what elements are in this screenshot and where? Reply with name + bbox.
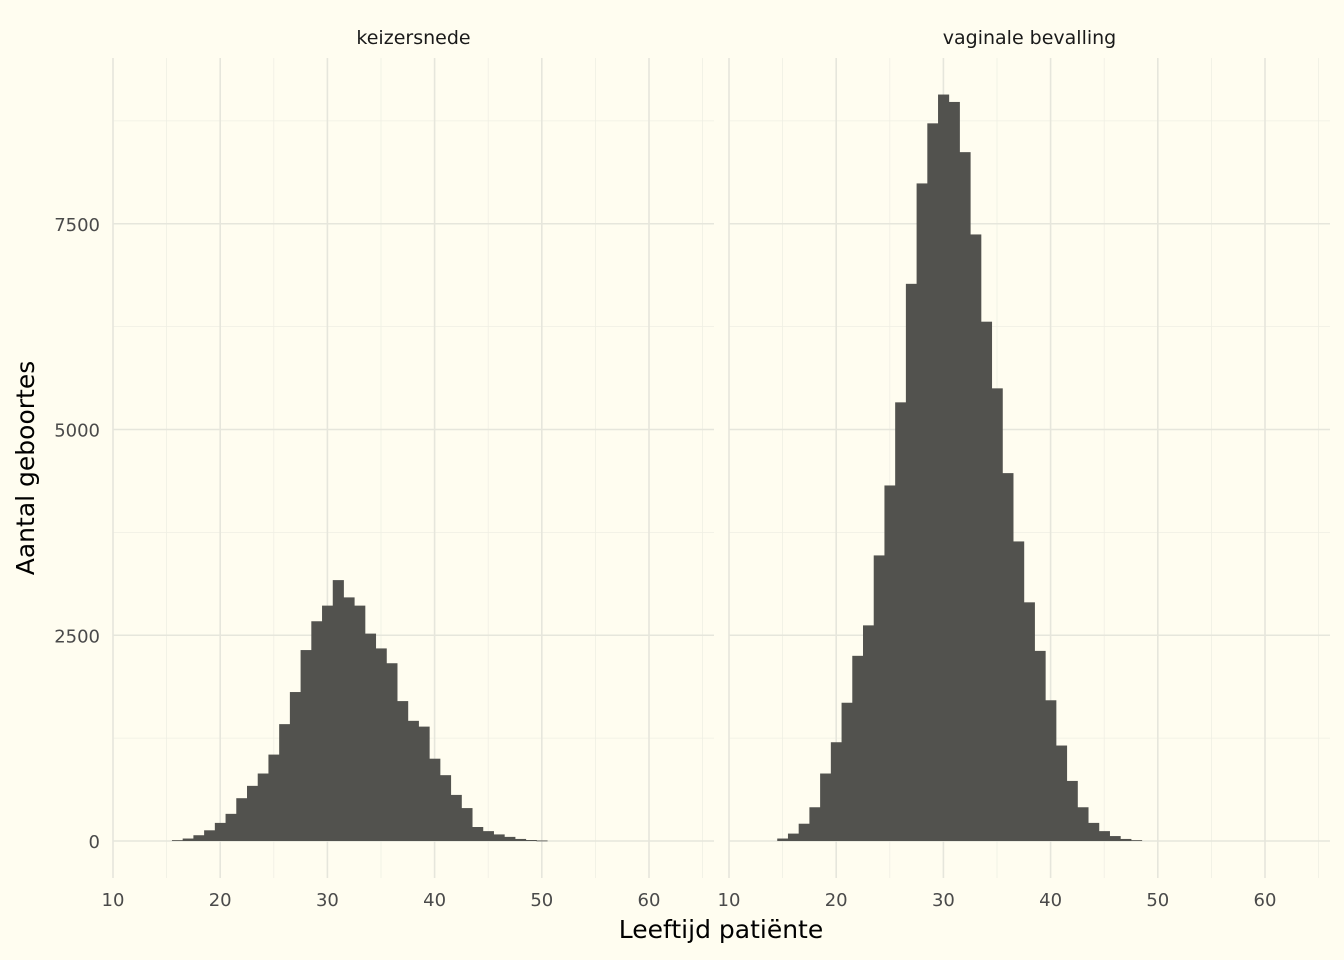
histogram-bar: [515, 838, 527, 841]
x-tick-label: 50: [530, 890, 553, 911]
histogram-bar: [332, 580, 344, 841]
histogram-bar: [225, 813, 237, 841]
histogram-bar: [798, 823, 810, 841]
histogram-bar: [980, 321, 993, 841]
y-axis-title: Aantal geboortes: [11, 361, 40, 575]
histogram-bar: [970, 234, 982, 842]
histogram-bar: [343, 597, 355, 841]
histogram-bar: [461, 808, 473, 841]
x-axis-title: Leeftijd patiënte: [619, 915, 823, 944]
histogram-bar: [1013, 541, 1025, 841]
y-tick-label: 2500: [54, 626, 100, 647]
y-tick-label: 0: [89, 832, 100, 853]
histogram-bar: [375, 648, 387, 841]
histogram-bar: [873, 555, 885, 841]
histogram-bar: [193, 835, 205, 841]
x-tick-label: 20: [825, 890, 848, 911]
histogram-bar: [386, 663, 398, 841]
histogram-bar: [1045, 700, 1057, 841]
histogram-bar: [289, 692, 301, 841]
histogram-bar: [525, 840, 537, 841]
facet-label: vaginale bevalling: [943, 27, 1117, 49]
x-tick-label: 40: [423, 890, 446, 911]
x-tick-label: 10: [102, 890, 125, 911]
histogram-bar: [472, 827, 484, 841]
histogram-bar: [204, 830, 216, 841]
histogram-bar: [905, 283, 917, 842]
y-tick-label: 7500: [54, 215, 100, 236]
x-tick-label: 30: [316, 890, 339, 911]
histogram-bar: [1088, 822, 1100, 841]
histogram-bar: [1002, 473, 1014, 841]
histogram-bar: [895, 402, 907, 841]
histogram-bar: [214, 822, 226, 841]
histogram-bar: [1034, 650, 1046, 841]
histogram-bar: [927, 123, 939, 842]
histogram-bar: [1120, 838, 1132, 841]
histogram-bar: [407, 720, 419, 841]
histogram-bar: [1131, 840, 1143, 841]
histogram-bar: [311, 621, 323, 841]
histogram-bar: [364, 633, 377, 841]
histogram-bar: [863, 625, 875, 841]
histogram-bar: [787, 833, 800, 841]
histogram-bar: [429, 758, 441, 841]
y-tick-label: 5000: [54, 421, 100, 442]
histogram-bar: [493, 834, 505, 841]
x-tick-label: 20: [209, 890, 232, 911]
histogram-bar: [439, 775, 452, 841]
histogram-bar: [536, 840, 548, 842]
histogram-bar: [1055, 745, 1068, 841]
facet-label: keizersnede: [356, 27, 470, 49]
histogram-bar: [322, 605, 334, 841]
histogram-bar: [820, 773, 832, 841]
histogram-bar: [809, 807, 821, 841]
panel-1: vaginale bevalling 10 20 30 40 50 60: [718, 27, 1330, 911]
x-tick-label: 50: [1146, 890, 1169, 911]
histogram-bar: [1098, 831, 1110, 841]
histogram-bar: [482, 831, 494, 841]
histogram-bar: [1077, 807, 1089, 841]
histogram-bar: [1109, 836, 1121, 841]
histogram-bar: [991, 388, 1003, 841]
histogram-bar: [1023, 602, 1035, 841]
x-tick-label: 30: [932, 890, 955, 911]
histogram-bar: [884, 485, 896, 841]
histogram-bar: [938, 94, 950, 841]
histogram-bar: [300, 650, 312, 841]
histogram-bar: [777, 838, 789, 841]
histogram-bar: [279, 724, 291, 841]
histogram-bar: [236, 798, 248, 841]
panel-0: keizersnede 10 20 30 40 50 60: [102, 27, 714, 911]
x-tick-label: 60: [638, 890, 661, 911]
histogram-bar: [418, 726, 430, 841]
histogram-bar: [397, 701, 409, 841]
histogram-bar: [171, 840, 184, 841]
histogram-bar: [182, 838, 194, 841]
histogram-bar: [354, 605, 366, 841]
x-tick-label: 10: [718, 890, 741, 911]
histogram-bar: [959, 152, 971, 842]
histogram-bar: [1066, 780, 1078, 841]
histogram-bar: [247, 785, 259, 841]
histogram-bar: [257, 773, 269, 841]
x-tick-label: 60: [1254, 890, 1277, 911]
histogram-bar: [841, 702, 853, 841]
histogram-bar: [830, 742, 842, 841]
histogram-bar: [504, 836, 516, 841]
histogram-bar: [948, 101, 960, 842]
histogram-bar: [450, 794, 462, 841]
histogram-bar: [916, 183, 928, 842]
histogram-bar: [852, 655, 864, 841]
histogram-bar: [268, 754, 280, 841]
x-tick-label: 40: [1039, 890, 1062, 911]
